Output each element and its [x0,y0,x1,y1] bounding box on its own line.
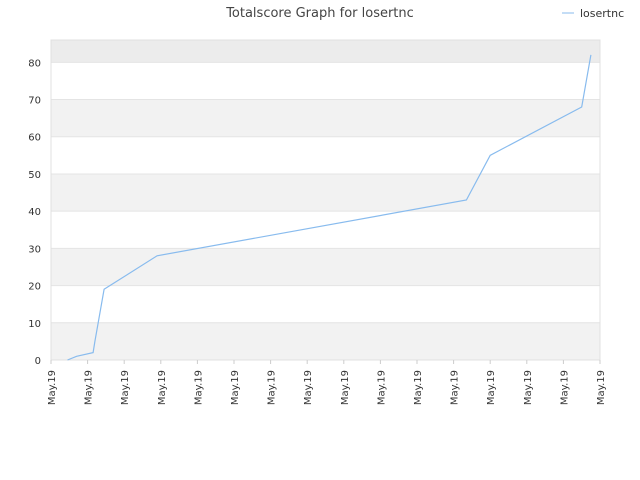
legend-label: losertnc [580,7,624,20]
x-tick-label: May.19 [84,370,95,405]
x-tick-label: May.19 [486,370,497,405]
plot-band [51,211,600,249]
x-tick-label: May.19 [340,370,351,405]
chart-title: Totalscore Graph for losertnc [225,6,414,21]
plot-band [51,136,600,174]
plot-border [50,39,601,361]
grid-lines [50,39,601,361]
x-tick-label: May.19 [413,370,424,405]
x-tick-label: May.19 [303,370,314,405]
series-line [67,54,592,361]
y-tick-label: 20 [28,282,41,293]
y-tick-label: 30 [28,244,41,255]
y-tick-label: 80 [28,58,41,69]
y-axis-ticks: 0 10 20 30 40 50 60 70 80 [28,58,41,367]
x-tick-label: May.19 [230,370,241,405]
plot-band [51,322,600,360]
x-tick-label: May.19 [523,370,534,405]
y-tick-label: 10 [28,319,41,330]
y-tick-label: 40 [28,207,41,218]
y-tick-label: 0 [35,356,41,367]
plot-band [51,173,600,212]
plot-band [51,285,600,323]
plot-band [51,99,600,137]
x-tick-label: May.19 [559,370,570,405]
y-tick-label: 50 [28,170,41,181]
x-tick-label: May.19 [267,370,278,405]
plot-band [51,248,600,286]
plot-bands [51,40,600,360]
plot-band-top [51,40,600,63]
x-tick-label: May.19 [596,370,607,405]
legend: losertnc [562,7,624,20]
plot-band [51,62,600,100]
y-tick-label: 60 [28,133,41,144]
series-lines [67,54,592,361]
x-tick-label: May.19 [450,370,461,405]
x-tick-label: May.19 [376,370,387,405]
y-tick-label: 70 [28,96,41,107]
x-axis-ticks: May.19 May.19 May.19 May.19 May.19 May.19 May.… [47,360,607,405]
x-tick-label: May.19 [157,370,168,405]
x-tick-label: May.19 [120,370,131,405]
x-tick-label: May.19 [193,370,204,405]
x-tick-label: May.19 [47,370,58,405]
